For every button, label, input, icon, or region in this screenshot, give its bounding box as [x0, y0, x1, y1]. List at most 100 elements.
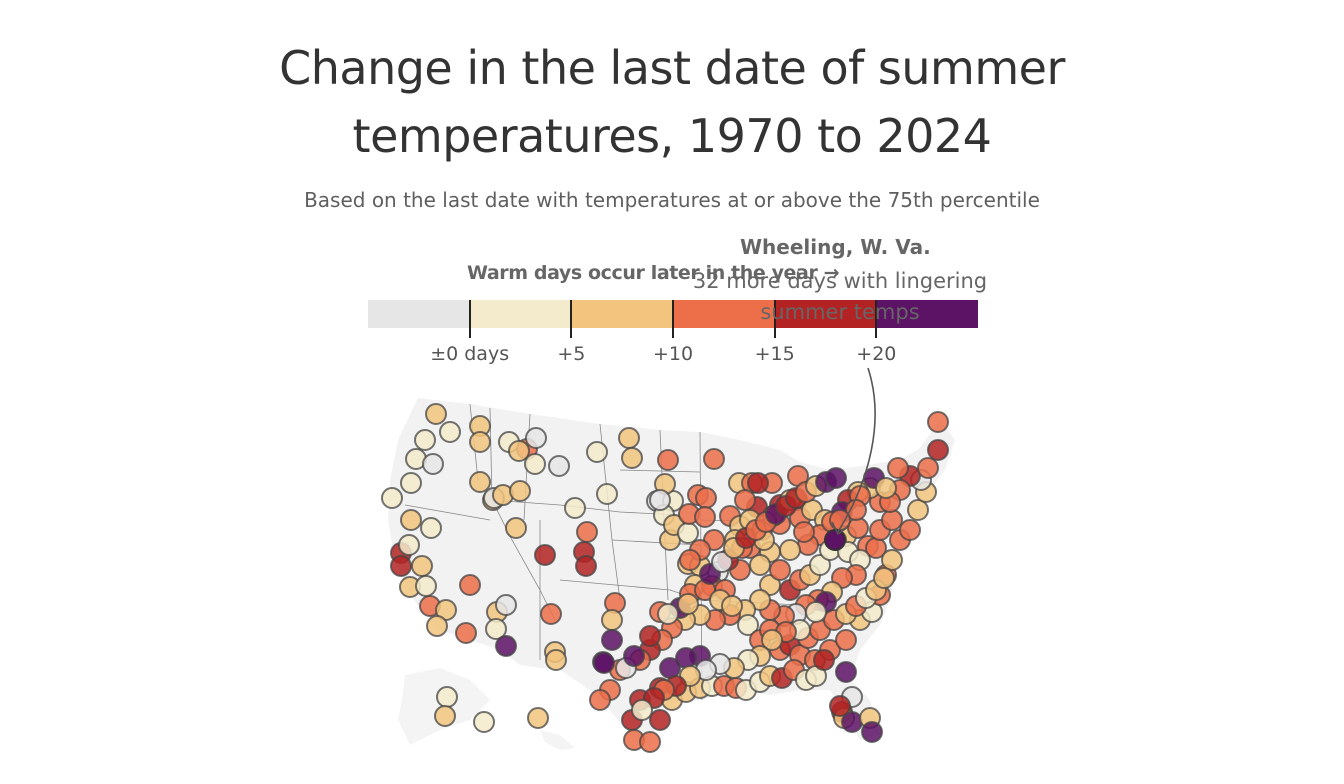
station-circle[interactable] [679, 549, 701, 571]
station-circle[interactable] [809, 554, 831, 576]
station-circle[interactable] [759, 574, 781, 596]
station-circle[interactable] [747, 472, 769, 494]
station-circle[interactable] [545, 649, 567, 671]
station-circle[interactable] [813, 649, 835, 671]
station-circle[interactable] [618, 427, 640, 449]
station-circle[interactable] [899, 519, 921, 541]
station-circles [381, 403, 949, 753]
station-circle[interactable] [422, 453, 444, 475]
station-circle[interactable] [737, 614, 759, 636]
legend-tick-label: +20 [856, 343, 897, 365]
station-circle[interactable] [540, 603, 562, 625]
station-circle[interactable] [649, 709, 671, 731]
station-circle[interactable] [400, 509, 422, 531]
station-circle[interactable] [825, 467, 847, 489]
station-circle[interactable] [576, 521, 598, 543]
station-circle[interactable] [415, 575, 437, 597]
station-circle[interactable] [473, 711, 495, 733]
station-circle[interactable] [694, 506, 716, 528]
station-circle[interactable] [390, 555, 412, 577]
station-circle[interactable] [525, 427, 547, 449]
legend-tick-label: +15 [754, 343, 795, 365]
station-circle[interactable] [495, 594, 517, 616]
station-circle[interactable] [927, 411, 949, 433]
station-circle[interactable] [596, 483, 618, 505]
station-circle[interactable] [400, 472, 422, 494]
station-circle[interactable] [639, 625, 661, 647]
hawaii-shape [540, 730, 575, 750]
station-circle[interactable] [414, 429, 436, 451]
station-circle[interactable] [623, 645, 645, 667]
station-circle[interactable] [639, 731, 661, 753]
station-circle[interactable] [734, 489, 756, 511]
station-circle[interactable] [564, 497, 586, 519]
station-circle[interactable] [589, 689, 611, 711]
station-circle[interactable] [381, 487, 403, 509]
station-circle[interactable] [829, 695, 851, 717]
station-circle[interactable] [621, 447, 643, 469]
station-circle[interactable] [485, 618, 507, 640]
station-circle[interactable] [769, 559, 791, 581]
station-circle[interactable] [495, 635, 517, 657]
station-circle[interactable] [677, 593, 699, 615]
station-circle[interactable] [548, 455, 570, 477]
station-circle[interactable] [793, 521, 815, 543]
station-circle[interactable] [875, 477, 897, 499]
station-circle[interactable] [847, 517, 869, 539]
legend-tick-2 [672, 300, 674, 338]
legend-swatch-1 [469, 300, 572, 328]
station-circle[interactable] [887, 457, 909, 479]
station-circle[interactable] [425, 403, 447, 425]
station-circle[interactable] [881, 509, 903, 531]
station-circle[interactable] [631, 699, 653, 721]
station-circle[interactable] [509, 480, 531, 502]
station-circle[interactable] [721, 595, 743, 617]
station-circle[interactable] [411, 555, 433, 577]
station-circle[interactable] [524, 453, 546, 475]
station-circle[interactable] [469, 471, 491, 493]
station-circle[interactable] [439, 421, 461, 443]
station-circle[interactable] [917, 457, 939, 479]
station-circle-wheeling[interactable] [824, 529, 846, 551]
station-circle[interactable] [505, 517, 527, 539]
station-circle[interactable] [469, 431, 491, 453]
station-circle[interactable] [779, 539, 801, 561]
station-circle[interactable] [436, 686, 458, 708]
station-circle[interactable] [657, 449, 679, 471]
station-circle[interactable] [749, 589, 771, 611]
station-circle[interactable] [601, 629, 623, 651]
station-circle[interactable] [927, 439, 949, 461]
station-circle[interactable] [677, 522, 699, 544]
station-circle[interactable] [657, 603, 679, 625]
station-circle[interactable] [835, 629, 857, 651]
station-circle[interactable] [459, 574, 481, 596]
station-circle[interactable] [426, 615, 448, 637]
station-circle[interactable] [873, 567, 895, 589]
station-circle[interactable] [398, 534, 420, 556]
station-circle[interactable] [659, 657, 681, 679]
chart-title: Change in the last date of summer temper… [0, 34, 1344, 170]
station-circle[interactable] [881, 549, 903, 571]
station-circle[interactable] [861, 721, 883, 743]
station-circle[interactable] [703, 448, 725, 470]
station-circle[interactable] [420, 517, 442, 539]
title-line-1: Change in the last date of summer [279, 41, 1065, 95]
station-circle[interactable] [575, 555, 597, 577]
station-circle[interactable] [455, 622, 477, 644]
station-circle[interactable] [527, 707, 549, 729]
station-circle[interactable] [695, 487, 717, 509]
station-circle[interactable] [711, 551, 733, 573]
station-circle[interactable] [586, 441, 608, 463]
station-circle[interactable] [593, 652, 615, 674]
station-circle[interactable] [845, 499, 867, 521]
station-circle[interactable] [749, 554, 771, 576]
station-circle[interactable] [649, 489, 671, 511]
station-circle[interactable] [835, 661, 857, 683]
station-circle[interactable] [907, 499, 929, 521]
station-circle[interactable] [761, 629, 783, 651]
station-circle[interactable] [805, 601, 827, 623]
station-circle[interactable] [434, 705, 456, 727]
station-circle[interactable] [534, 544, 556, 566]
station-circle[interactable] [508, 440, 530, 462]
station-circle[interactable] [601, 609, 623, 631]
